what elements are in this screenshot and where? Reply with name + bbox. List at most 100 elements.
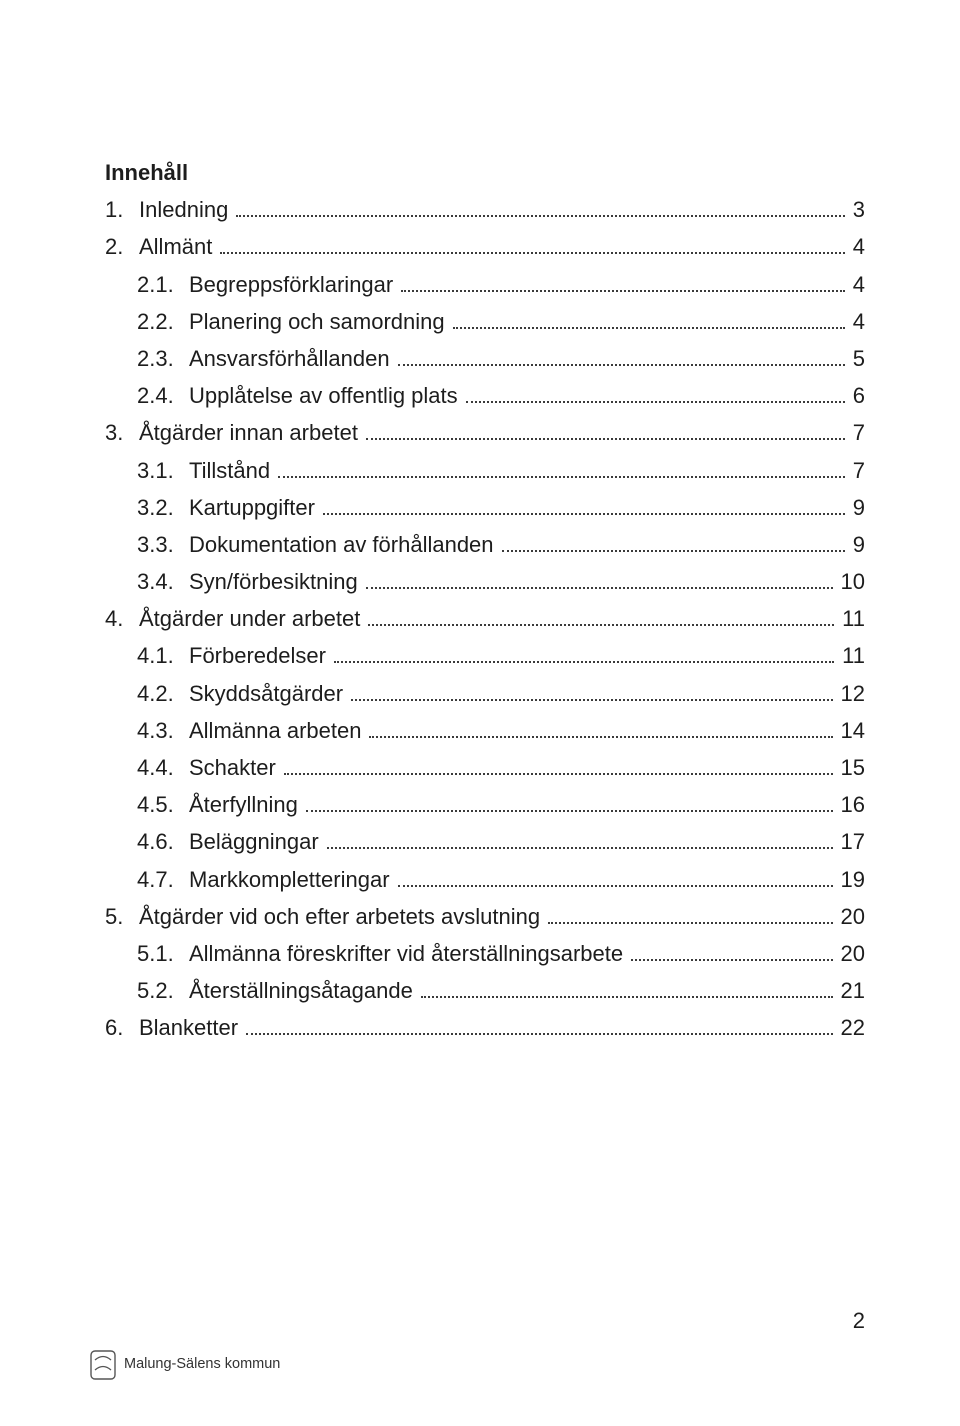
toc-entry-page: 4 [849,267,865,302]
toc-entry: 5.1.Allmänna föreskrifter vid återställn… [105,936,865,971]
toc-entry-number: 4.7. [137,862,189,897]
toc-leader-dots [398,885,833,887]
toc-entry-page: 4 [849,229,865,264]
toc-entry-label: Återfyllning [189,787,302,822]
toc-entry-label: Kartuppgifter [189,490,319,525]
toc-leader-dots [631,959,832,961]
page-number: 2 [853,1303,865,1338]
footer: Malung-Sälens kommun [90,1350,280,1380]
toc-entry-page: 6 [849,378,865,413]
toc-entry-label: Dokumentation av förhållanden [189,527,498,562]
toc-entry-label: Förberedelser [189,638,330,673]
toc-leader-dots [421,996,833,998]
toc-entry: 4.1.Förberedelser 11 [105,638,865,673]
toc-entry-number: 3.1. [137,453,189,488]
toc-entry-page: 15 [837,750,865,785]
toc-entry: 4.7.Markkompletteringar 19 [105,862,865,897]
toc-entry: 4.3.Allmänna arbeten14 [105,713,865,748]
toc-leader-dots [306,810,833,812]
toc-entry-page: 14 [837,713,865,748]
toc-entry: 3.3.Dokumentation av förhållanden 9 [105,527,865,562]
document-page: Innehåll 1.Inledning32.Allmänt42.1.Begre… [0,0,960,1426]
toc-entry-page: 11 [838,638,865,673]
toc-entry-page: 22 [837,1010,865,1045]
toc-entry-page: 7 [849,415,865,450]
toc-entry-number: 3. [105,415,139,450]
toc-entry: 2.1.Begreppsförklaringar4 [105,267,865,302]
toc-leader-dots [502,550,845,552]
toc-entry-number: 3.2. [137,490,189,525]
toc-entry-number: 2.3. [137,341,189,376]
toc-entry-number: 3.4. [137,564,189,599]
toc-entry: 4.4.Schakter15 [105,750,865,785]
toc-leader-dots [323,513,845,515]
toc-entry-label: Allmänt [139,229,216,264]
toc-entry-number: 2.1. [137,267,189,302]
toc-entry-number: 6. [105,1010,139,1045]
toc-entry: 4.5.Återfyllning 16 [105,787,865,822]
toc-entry: 3.2.Kartuppgifter 9 [105,490,865,525]
toc-leader-dots [246,1033,832,1035]
toc-entry-page: 20 [837,936,865,971]
toc-entry-label: Ansvarsförhållanden [189,341,394,376]
toc-entry-label: Inledning [139,192,232,227]
toc-entry-number: 4.1. [137,638,189,673]
toc-entry-number: 5. [105,899,139,934]
toc-entry-number: 4.6. [137,824,189,859]
toc-entry-page: 19 [837,862,865,897]
toc-leader-dots [278,476,845,478]
footer-text: Malung-Sälens kommun [124,1353,280,1376]
toc-entry: 1.Inledning 3 [105,192,865,227]
toc-entry-page: 17 [837,824,865,859]
toc-leader-dots [220,252,844,254]
toc-entry: 2.Allmänt4 [105,229,865,264]
toc-entry-number: 5.1. [137,936,189,971]
toc-entry: 6.Blanketter 22 [105,1010,865,1045]
toc-entry-number: 3.3. [137,527,189,562]
toc-leader-dots [401,290,845,292]
toc-leader-dots [453,327,845,329]
toc-entry-label: Tillstånd [189,453,274,488]
toc-entry-page: 10 [837,564,865,599]
toc-entry: 2.4.Upplåtelse av offentlig plats6 [105,378,865,413]
toc-leader-dots [366,587,833,589]
toc-leader-dots [366,438,845,440]
toc-entry-page: 5 [849,341,865,376]
toc-heading: Innehåll [105,155,865,190]
toc-entry-page: 20 [837,899,865,934]
toc-entry-label: Återställningsåtagande [189,973,417,1008]
toc-leader-dots [369,736,832,738]
toc-leader-dots [236,215,844,217]
toc-entry-page: 21 [837,973,865,1008]
toc-leader-dots [284,773,833,775]
toc-entry-label: Skyddsåtgärder [189,676,347,711]
toc-entry: 4.2.Skyddsåtgärder12 [105,676,865,711]
toc-entry-label: Upplåtelse av offentlig plats [189,378,462,413]
toc-leader-dots [548,922,832,924]
toc-entry-label: Åtgärder vid och efter arbetets avslutni… [139,899,544,934]
toc-entry: 3.Åtgärder innan arbetet7 [105,415,865,450]
toc-leader-dots [398,364,845,366]
toc-entry: 2.3.Ansvarsförhållanden 5 [105,341,865,376]
toc-entry-page: 3 [849,192,865,227]
toc-entry-page: 16 [837,787,865,822]
municipality-logo-icon [90,1350,116,1380]
toc-entry-number: 4.2. [137,676,189,711]
toc-entry-label: Syn/förbesiktning [189,564,362,599]
toc-entry: 2.2.Planering och samordning4 [105,304,865,339]
toc-entry-label: Blanketter [139,1010,242,1045]
toc-entry-label: Markkompletteringar [189,862,394,897]
toc-entry-page: 9 [849,490,865,525]
toc-entry-page: 9 [849,527,865,562]
table-of-contents: 1.Inledning32.Allmänt42.1.Begreppsförkla… [105,192,865,1045]
toc-leader-dots [327,847,833,849]
toc-entry-number: 4.4. [137,750,189,785]
toc-entry-label: Planering och samordning [189,304,449,339]
toc-leader-dots [466,401,845,403]
toc-entry-page: 4 [849,304,865,339]
toc-entry-number: 4. [105,601,139,636]
toc-entry-number: 1. [105,192,139,227]
toc-entry: 3.4.Syn/förbesiktning 10 [105,564,865,599]
toc-entry: 4.Åtgärder under arbetet11 [105,601,865,636]
toc-entry-number: 4.5. [137,787,189,822]
